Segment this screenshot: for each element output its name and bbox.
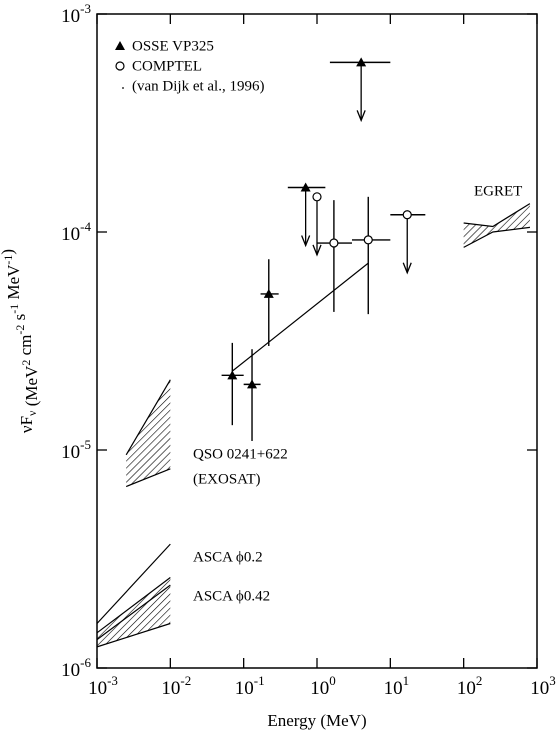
y-label-part: -2 bbox=[13, 325, 27, 335]
band-upper bbox=[96, 577, 171, 634]
tick-base: 10 bbox=[235, 678, 254, 699]
x-tick-label: 103 bbox=[530, 673, 556, 699]
y-label-part: 2 bbox=[19, 360, 33, 366]
tick-exponent: -2 bbox=[180, 673, 191, 688]
tick-base: 10 bbox=[530, 678, 549, 699]
tick-base: 10 bbox=[161, 678, 180, 699]
y-tick-label: 10-5 bbox=[61, 437, 91, 463]
tick-base: 10 bbox=[61, 442, 80, 463]
band-upper bbox=[96, 543, 171, 624]
tick-base: 10 bbox=[88, 678, 107, 699]
tick-exponent: 2 bbox=[476, 673, 483, 688]
band-lower bbox=[463, 226, 530, 248]
tick-exponent: -1 bbox=[254, 673, 265, 688]
y-tick-label: 10-3 bbox=[61, 1, 91, 27]
tick-exponent: -4 bbox=[80, 219, 91, 234]
band-label: QSO 0241+622 bbox=[193, 446, 288, 462]
band-lower bbox=[125, 468, 171, 488]
band-upper bbox=[463, 203, 531, 228]
legend-label: (van Dijk et al., 1996) bbox=[132, 78, 264, 94]
x-axis-label: Energy (MeV) bbox=[267, 711, 366, 730]
circle-marker bbox=[363, 235, 373, 245]
tick-exponent: -5 bbox=[80, 437, 91, 452]
y-label-part: cm bbox=[16, 335, 35, 360]
band bbox=[97, 577, 171, 647]
y-label-part: s bbox=[10, 314, 29, 325]
plot-frame bbox=[96, 13, 538, 669]
circle-marker bbox=[402, 210, 412, 220]
y-label-part: MeV bbox=[4, 264, 23, 304]
circle-marker bbox=[312, 192, 322, 202]
band-upper bbox=[125, 379, 171, 456]
legend-label: OSSE VP325 bbox=[132, 38, 214, 54]
legend-marker bbox=[115, 41, 125, 50]
fit-line bbox=[231, 262, 369, 372]
band bbox=[463, 203, 530, 248]
legend-marker bbox=[115, 61, 125, 71]
tick-exponent: -6 bbox=[80, 655, 91, 670]
y-label-part: (MeV bbox=[22, 365, 41, 411]
tick-base: 10 bbox=[310, 678, 329, 699]
legend-marker bbox=[122, 87, 124, 89]
triangle-marker bbox=[356, 57, 367, 67]
tick-base: 10 bbox=[384, 678, 403, 699]
band-label: ASCA ϕ0.2 bbox=[193, 549, 263, 565]
band-label: ASCA ϕ0.42 bbox=[193, 588, 270, 604]
tick-base: 10 bbox=[457, 678, 476, 699]
tick-base: 10 bbox=[61, 224, 80, 245]
x-tick-label: 102 bbox=[457, 673, 483, 699]
triangle-marker bbox=[247, 379, 258, 389]
arrow-head bbox=[356, 110, 366, 123]
band-lower bbox=[96, 622, 171, 648]
band-label: EGRET bbox=[474, 183, 522, 199]
x-tick-label: 10-3 bbox=[88, 673, 118, 699]
arrow-head bbox=[312, 244, 322, 257]
x-tick-label: 101 bbox=[384, 673, 410, 699]
circle-marker bbox=[329, 238, 339, 248]
y-tick-label: 10-4 bbox=[61, 219, 91, 245]
x-tick-label: 10-1 bbox=[235, 673, 265, 699]
y-label-part: ) bbox=[0, 249, 17, 255]
y-label-part: ν bbox=[25, 410, 39, 416]
y-label-part: νF bbox=[17, 416, 36, 433]
x-tick-label: 100 bbox=[310, 673, 336, 699]
triangle-marker bbox=[227, 370, 238, 380]
y-label-part: -1 bbox=[1, 255, 15, 265]
x-tick-label: 10-2 bbox=[161, 673, 191, 699]
y-tick-label: 10-6 bbox=[61, 655, 91, 681]
tick-exponent: 3 bbox=[549, 673, 556, 688]
tick-exponent: 0 bbox=[329, 673, 336, 688]
tick-exponent: -3 bbox=[80, 1, 91, 16]
tick-exponent: 1 bbox=[403, 673, 410, 688]
tick-base: 10 bbox=[61, 6, 80, 27]
y-label-part: -1 bbox=[7, 304, 21, 314]
band-label: (EXOSAT) bbox=[193, 471, 261, 487]
arrow-head bbox=[402, 262, 412, 275]
legend-label: COMPTEL bbox=[132, 58, 202, 74]
tick-exponent: -3 bbox=[107, 673, 118, 688]
triangle-marker bbox=[263, 288, 274, 298]
band bbox=[126, 379, 171, 487]
tick-base: 10 bbox=[61, 660, 80, 681]
triangle-marker bbox=[300, 182, 311, 192]
y-axis-label: νFν (MeV2 cm-2 s-1 MeV-1) bbox=[0, 249, 41, 433]
arrow-head bbox=[301, 235, 311, 248]
